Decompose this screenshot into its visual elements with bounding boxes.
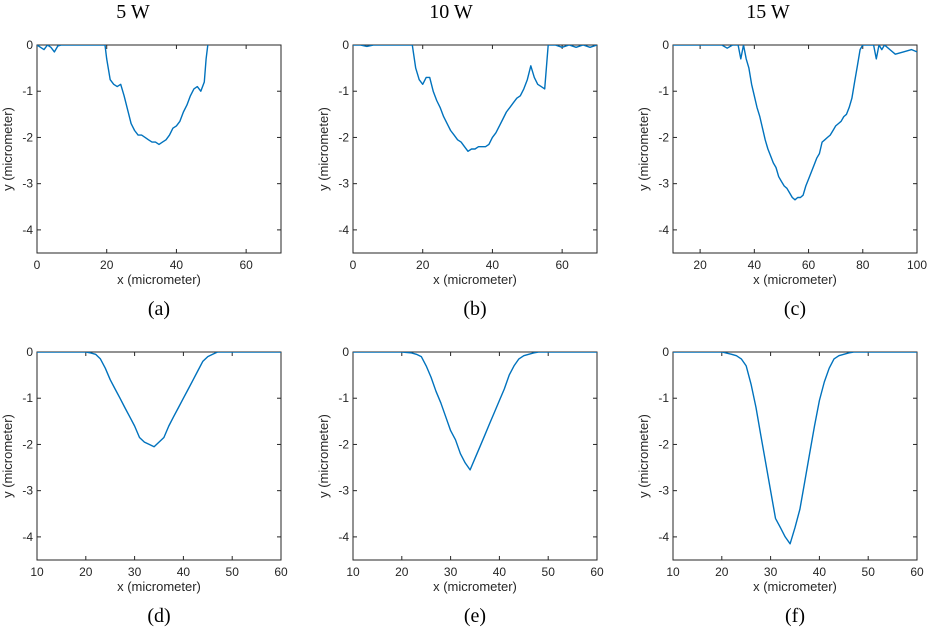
y-tick-label: 0 bbox=[26, 345, 33, 359]
y-tick-label: -3 bbox=[658, 484, 669, 498]
x-axis-label: x (micrometer) bbox=[753, 272, 837, 287]
plot-frame bbox=[36, 351, 282, 561]
x-tick-label: 50 bbox=[542, 565, 556, 579]
x-axis-label: x (micrometer) bbox=[117, 579, 201, 594]
panel-label: (f) bbox=[785, 605, 805, 627]
x-tick-label: 60 bbox=[802, 258, 816, 272]
y-tick-label: -4 bbox=[658, 223, 669, 237]
y-tick-label: 0 bbox=[342, 345, 349, 359]
y-tick-label: -1 bbox=[338, 391, 349, 405]
y-tick-label: -4 bbox=[338, 530, 349, 544]
y-tick-label: -2 bbox=[22, 130, 33, 144]
x-tick-label: 40 bbox=[170, 258, 184, 272]
chart-panel-1: 0 20 40 60 0 -1 -2 -3 -4 x (micrometer) y (microme… bbox=[0, 38, 282, 320]
panel-label: (e) bbox=[464, 605, 486, 627]
y-tick-label: -3 bbox=[338, 177, 349, 191]
x-tick-label: 20 bbox=[395, 565, 409, 579]
y-axis-label: y (micrometer) bbox=[636, 107, 651, 191]
series-line-1 bbox=[673, 45, 917, 201]
x-tick-label: 60 bbox=[555, 258, 569, 272]
x-tick-label: 20 bbox=[693, 258, 707, 272]
x-tick-label: 30 bbox=[128, 565, 142, 579]
y-tick-label: -3 bbox=[22, 177, 33, 191]
y-tick-label: -2 bbox=[658, 130, 669, 144]
x-tick-label: 80 bbox=[856, 258, 870, 272]
x-tick-label: 0 bbox=[34, 258, 41, 272]
column-title-1: 5 W bbox=[116, 1, 150, 23]
y-tick-label: 0 bbox=[662, 38, 669, 52]
x-tick-label: 0 bbox=[350, 258, 357, 272]
x-tick-label: 40 bbox=[486, 258, 500, 272]
y-tick-label: -1 bbox=[338, 84, 349, 98]
panel-label: (c) bbox=[784, 298, 806, 320]
chart-panel-3: 20 40 60 80 100 0 -1 -2 -3 -4 x (micrometer) y (mic… bbox=[636, 38, 927, 320]
x-tick-label: 20 bbox=[100, 258, 114, 272]
y-tick-label: -3 bbox=[338, 484, 349, 498]
x-axis-label: x (micrometer) bbox=[117, 272, 201, 287]
chart-panel-4: 10 20 30 40 50 60 0 -1 -2 -3 -4 x (micrometer) y (mi… bbox=[0, 345, 288, 627]
x-tick-label: 20 bbox=[416, 258, 430, 272]
x-tick-label: 30 bbox=[444, 565, 458, 579]
x-tick-label: 10 bbox=[346, 565, 360, 579]
y-tick-label: -4 bbox=[22, 530, 33, 544]
x-tick-label: 100 bbox=[907, 258, 927, 272]
y-tick-label: 0 bbox=[342, 38, 349, 52]
x-tick-label: 20 bbox=[715, 565, 729, 579]
x-axis-label: x (micrometer) bbox=[433, 272, 517, 287]
series-line-1 bbox=[37, 45, 209, 146]
y-axis-label: y (micrometer) bbox=[0, 107, 15, 191]
y-tick-label: -2 bbox=[338, 130, 349, 144]
column-title-2: 10 W bbox=[429, 1, 473, 23]
y-tick-label: -1 bbox=[658, 391, 669, 405]
x-tick-label: 10 bbox=[666, 565, 680, 579]
y-tick-label: -1 bbox=[22, 84, 33, 98]
series-line-1 bbox=[353, 45, 597, 153]
x-tick-label: 60 bbox=[590, 565, 604, 579]
y-tick-label: -4 bbox=[338, 223, 349, 237]
x-tick-label: 30 bbox=[764, 565, 778, 579]
y-axis-label: y (micrometer) bbox=[0, 414, 15, 498]
panel-label: (d) bbox=[147, 605, 170, 627]
y-axis-label: y (micrometer) bbox=[316, 414, 331, 498]
y-tick-label: -2 bbox=[338, 437, 349, 451]
x-tick-label: 40 bbox=[813, 565, 827, 579]
plot-frame bbox=[672, 44, 918, 254]
series-line-1 bbox=[353, 352, 597, 471]
chart-panel-6: 10 20 30 40 50 60 0 -1 -2 -3 -4 x (micrometer) y (mi… bbox=[636, 345, 924, 627]
x-tick-label: 60 bbox=[910, 565, 924, 579]
series-line-1 bbox=[673, 352, 917, 545]
y-tick-label: -1 bbox=[658, 84, 669, 98]
chart-panel-2: 0 20 40 60 0 -1 -2 -3 -4 x (micrometer) y (microme… bbox=[316, 38, 598, 320]
x-tick-label: 40 bbox=[748, 258, 762, 272]
y-axis-label: y (micrometer) bbox=[636, 414, 651, 498]
plot-frame bbox=[36, 44, 282, 254]
x-tick-label: 10 bbox=[30, 565, 44, 579]
y-tick-label: 0 bbox=[662, 345, 669, 359]
x-axis-label: x (micrometer) bbox=[753, 579, 837, 594]
series-line-1 bbox=[37, 352, 281, 448]
y-tick-label: -3 bbox=[22, 484, 33, 498]
x-tick-label: 60 bbox=[239, 258, 253, 272]
x-tick-label: 40 bbox=[493, 565, 507, 579]
panel-label: (b) bbox=[463, 298, 486, 320]
y-tick-label: -3 bbox=[658, 177, 669, 191]
y-tick-label: -2 bbox=[658, 437, 669, 451]
y-tick-label: -2 bbox=[22, 437, 33, 451]
x-axis-label: x (micrometer) bbox=[433, 579, 517, 594]
chart-panel-5: 10 20 30 40 50 60 0 -1 -2 -3 -4 x (micrometer) y (mi… bbox=[316, 345, 604, 627]
y-tick-label: 0 bbox=[26, 38, 33, 52]
x-tick-label: 50 bbox=[226, 565, 240, 579]
x-tick-label: 60 bbox=[274, 565, 288, 579]
column-title-3: 15 W bbox=[746, 1, 790, 23]
x-tick-label: 20 bbox=[79, 565, 93, 579]
y-tick-label: -4 bbox=[22, 223, 33, 237]
y-tick-label: -4 bbox=[658, 530, 669, 544]
y-axis-label: y (micrometer) bbox=[316, 107, 331, 191]
plot-frame bbox=[352, 351, 598, 561]
x-tick-label: 50 bbox=[862, 565, 876, 579]
panel-label: (a) bbox=[148, 298, 170, 320]
y-tick-label: -1 bbox=[22, 391, 33, 405]
x-tick-label: 40 bbox=[177, 565, 191, 579]
